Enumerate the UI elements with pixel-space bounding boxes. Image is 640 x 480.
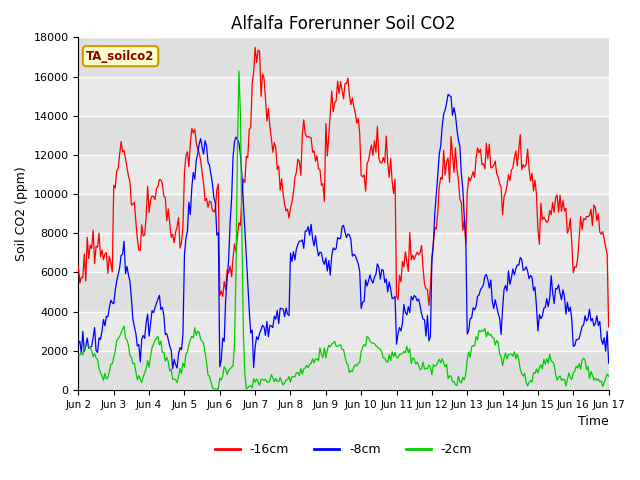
Bar <box>79 37 609 76</box>
X-axis label: Time: Time <box>578 415 609 428</box>
Bar <box>79 155 609 194</box>
Legend: -16cm, -8cm, -2cm: -16cm, -8cm, -2cm <box>210 438 477 461</box>
Bar <box>79 194 609 233</box>
Text: TA_soilco2: TA_soilco2 <box>86 49 155 63</box>
Title: Alfalfa Forerunner Soil CO2: Alfalfa Forerunner Soil CO2 <box>231 15 456 33</box>
Y-axis label: Soil CO2 (ppm): Soil CO2 (ppm) <box>15 166 28 261</box>
Bar <box>79 76 609 116</box>
Bar <box>79 116 609 155</box>
Bar <box>79 233 609 273</box>
Bar <box>79 312 609 351</box>
Bar <box>79 351 609 390</box>
Bar <box>79 273 609 312</box>
